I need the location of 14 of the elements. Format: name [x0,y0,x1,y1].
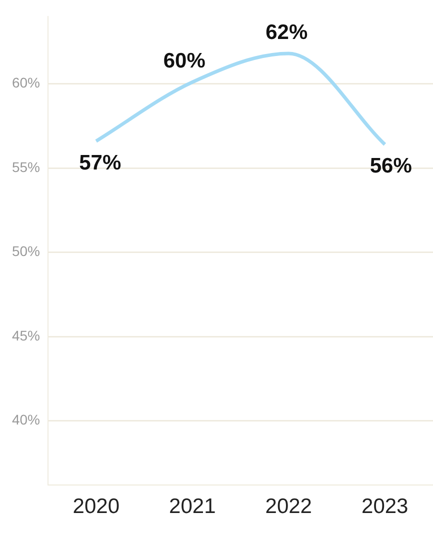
data-label: 60% [163,49,206,72]
line-series [94,52,387,146]
data-label: 56% [370,154,412,178]
y-tick-label: 40% [12,412,40,428]
x-tick-label: 2022 [265,495,312,518]
x-tick-label: 2023 [362,495,408,518]
data-label: 62% [266,20,308,44]
y-tick-label: 50% [12,243,40,260]
y-tick-label: 60% [12,74,40,91]
data-label: 57% [79,151,122,174]
x-tick-label: 2020 [72,495,120,518]
y-tick-label: 45% [12,327,40,344]
x-tick-label: 2021 [169,495,216,518]
y-tick-label: 55% [12,158,40,175]
